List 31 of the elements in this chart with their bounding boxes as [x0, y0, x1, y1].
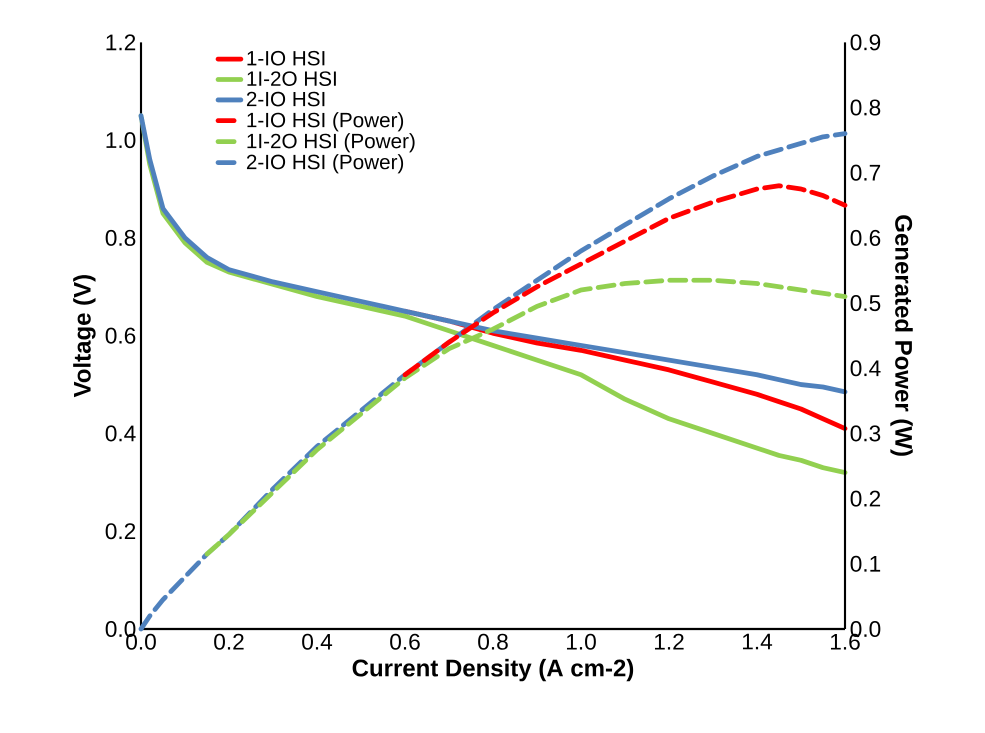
x-tick-label: 1.2 [654, 634, 684, 650]
y2-tick-label: 0.4 [850, 360, 881, 376]
legend-label: 1-IO HSI [247, 50, 324, 66]
y2-tick-label: 0.7 [850, 164, 880, 181]
legend-label: 2-IO HSI (Power) [246, 154, 404, 174]
y2-tick-label: 0.2 [850, 490, 880, 507]
y2-tick-label: 0.5 [850, 295, 880, 312]
y-tick-label: 0.2 [106, 523, 136, 540]
y2-tick-label: 0.8 [850, 100, 880, 116]
legend-label: 1I-2O HSI (Power) [247, 133, 415, 152]
x-tick-label: 0.6 [390, 634, 420, 650]
y-tick-label: 0.8 [106, 230, 136, 246]
y-tick-label: 1.0 [106, 132, 136, 148]
x-axis-title: Current Density (A cm-2) [352, 658, 634, 682]
y-tick-label: 0.4 [106, 425, 136, 442]
y2-tick-label: 0.9 [850, 34, 880, 50]
x-tick-label: 1.4 [742, 634, 772, 650]
legend-label: 2-IO HSI [246, 92, 324, 106]
y2-tick-label: 0.3 [850, 425, 880, 442]
y2-tick-label: 0.1 [850, 556, 880, 572]
y2-tick-label: 0.6 [850, 230, 880, 246]
y-axis-title: Voltage (V) [73, 275, 96, 398]
y-tick-label: 1.2 [106, 34, 136, 50]
y2-axis-title: Generated Power (W) [890, 215, 913, 456]
x-tick-label: 0.4 [302, 634, 332, 650]
legend-label: 1I-2O HSI [247, 71, 336, 86]
x-tick-label: 0.8 [478, 634, 508, 650]
x-tick-label: 0.2 [214, 634, 244, 650]
legend-label: 1-IO HSI (Power) [247, 112, 404, 132]
y-tick-label: 0.6 [106, 328, 136, 344]
x-tick-label: 1.0 [566, 634, 596, 650]
